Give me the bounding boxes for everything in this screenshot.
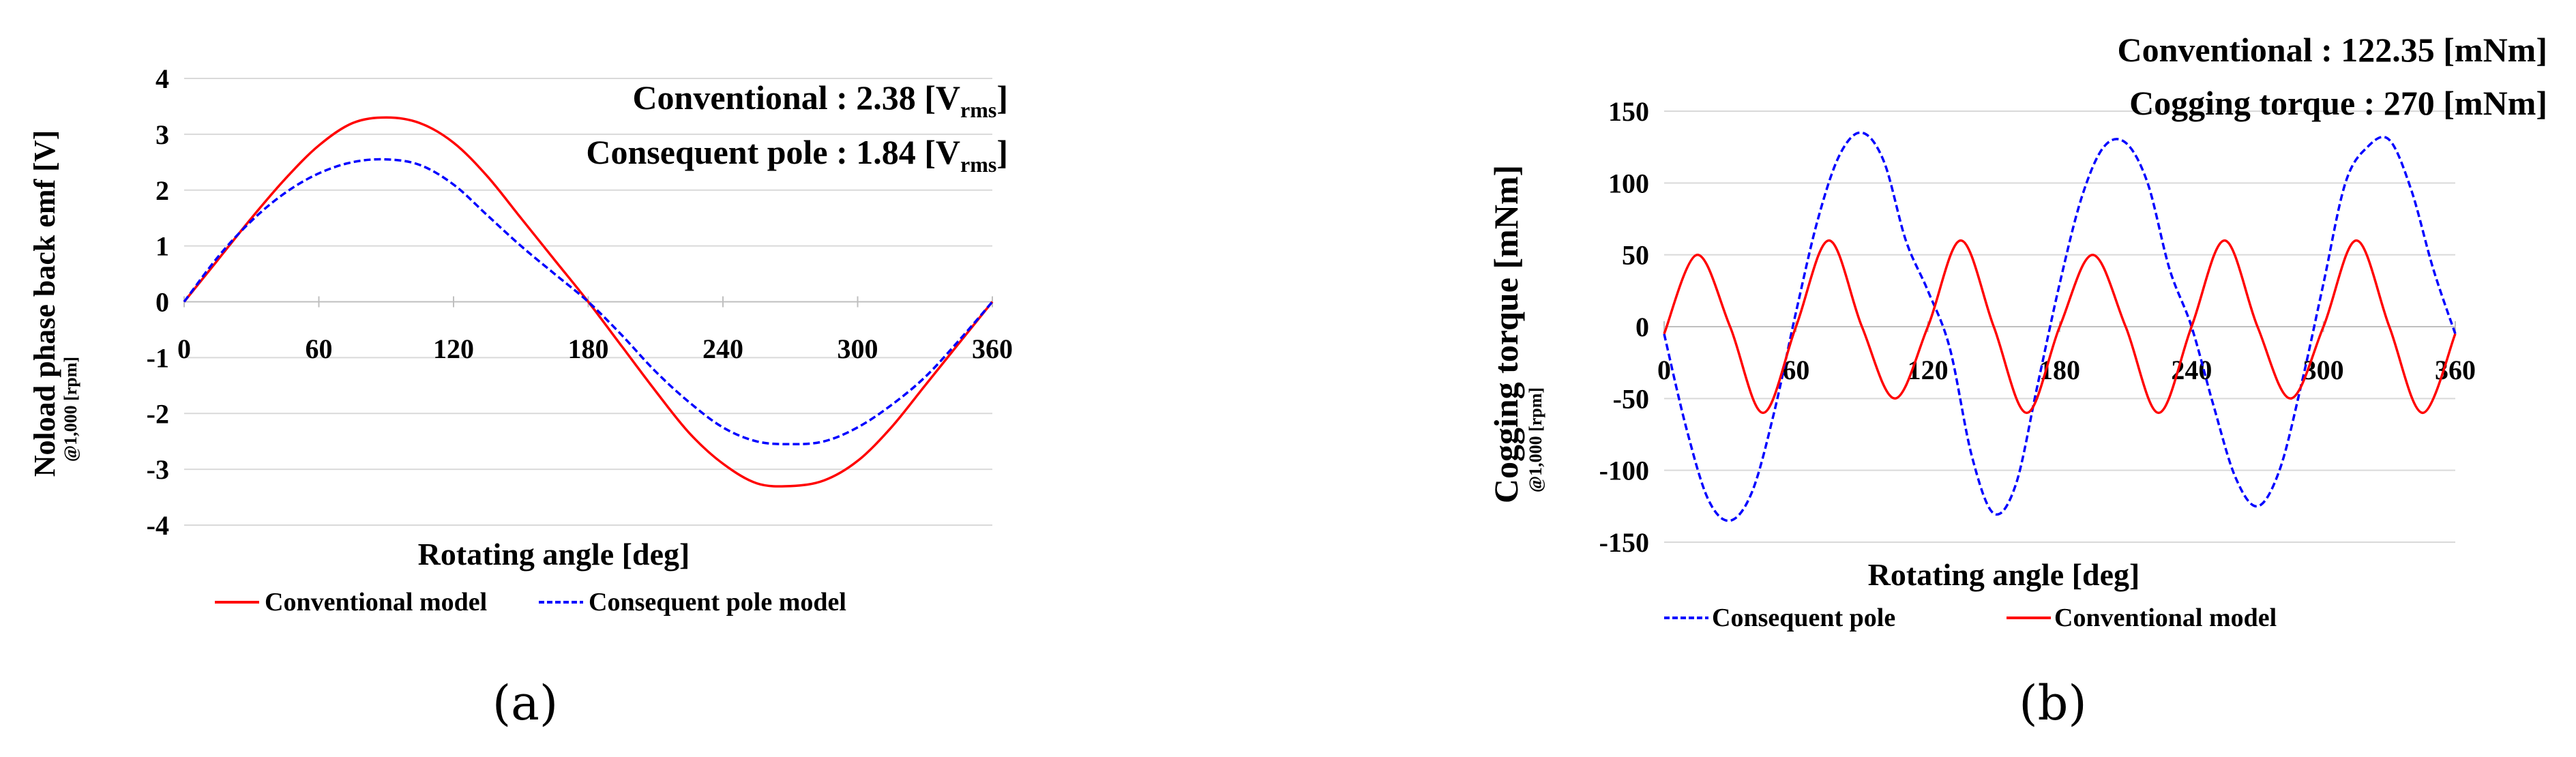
series-line-consequent-pole [1663,131,2457,522]
y-tick-label: 100 [1608,168,1649,198]
y-tick-label: -100 [1599,456,1649,486]
series-line-conventional-model [183,116,994,488]
y-tick-label: 3 [156,119,169,150]
x-tick-label: 120 [1908,355,1949,385]
y-tick-label: 2 [156,175,169,206]
legend-label: Consequent pole model [589,588,846,617]
x-tick-label: 60 [1782,355,1809,385]
legend-label: Consequent pole [1712,604,1895,632]
x-tick-label: 0 [1657,355,1671,385]
y-tick-label: 1 [156,231,169,262]
annotation-text: Consequent pole : 1.84 [Vrms] [586,133,1008,177]
x-tick-label: 300 [838,333,878,364]
y-axis-subtitle: @1,000 [rpm] [1526,387,1545,492]
y-tick-label: 50 [1622,240,1649,271]
y-tick-label: 4 [156,63,169,94]
y-axis-title: Noload phase back emf [V] [28,130,61,477]
x-tick-label: 0 [177,333,191,364]
y-tick-label: -2 [147,398,169,429]
x-tick-label: 300 [2303,355,2344,385]
chart-a-back-emf: 4 3 2 1 0 -1 -2 -3 -4 0 60 120 180 240 300 360 Noload ph… [28,63,1013,731]
legend-label: Conventional model [2054,604,2277,632]
x-axis-title: Rotating angle [deg] [1868,557,2140,592]
y-tick-label: 150 [1608,96,1649,127]
y-tick-label: -1 [147,342,169,373]
y-axis-subtitle: @1,000 [rpm] [61,357,80,462]
x-tick-label: 360 [972,333,1013,364]
series-line-conventional-model [1663,239,2457,415]
annotation-text: Cogging torque : 270 [mNm] [2129,84,2547,122]
x-tick-label: 60 [306,333,333,364]
y-axis-title: Cogging torque [mNm] [1487,165,1525,503]
y-tick-label: -4 [147,510,169,541]
panel-label: (a) [492,675,558,731]
y-tick-label: -50 [1613,383,1649,414]
y-tick-label: 0 [1635,312,1649,342]
y-tick-label: -150 [1599,527,1649,558]
annotation-text: Conventional : 2.38 [Vrms] [632,78,1008,122]
x-axis-title: Rotating angle [deg] [418,537,690,572]
x-tick-label: 180 [568,333,609,364]
panel-label: (b) [2019,675,2086,731]
y-tick-label: -3 [147,454,169,485]
annotation-text: Conventional : 122.35 [mNm] [2117,31,2547,69]
legend-label: Conventional model [265,588,487,617]
y-tick-label: 0 [156,287,169,318]
series-line-consequent-pole-model [183,158,994,446]
x-tick-label: 240 [702,333,743,364]
x-tick-label: 120 [433,333,474,364]
x-tick-label: 360 [2435,355,2476,385]
